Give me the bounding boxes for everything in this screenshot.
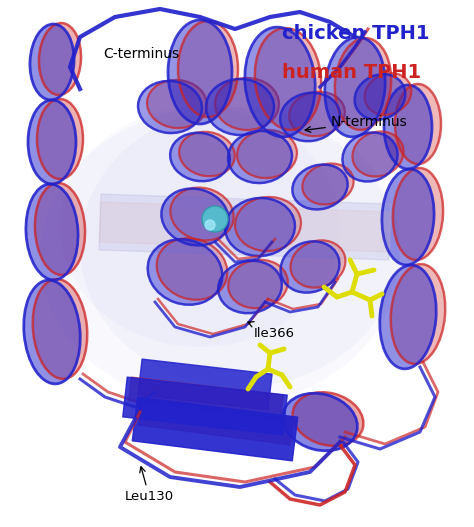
Ellipse shape — [24, 280, 80, 384]
Ellipse shape — [138, 81, 202, 133]
Ellipse shape — [178, 21, 238, 117]
Ellipse shape — [170, 188, 234, 240]
Polygon shape — [100, 202, 391, 252]
Ellipse shape — [281, 241, 339, 292]
Text: Ile366: Ile366 — [248, 322, 294, 340]
Ellipse shape — [148, 239, 222, 305]
Polygon shape — [123, 377, 287, 435]
Ellipse shape — [26, 184, 78, 280]
Ellipse shape — [206, 79, 274, 135]
Ellipse shape — [179, 132, 235, 176]
Ellipse shape — [325, 37, 385, 137]
Ellipse shape — [302, 163, 354, 204]
Ellipse shape — [37, 99, 83, 179]
Polygon shape — [138, 397, 294, 445]
Ellipse shape — [292, 164, 347, 209]
Ellipse shape — [380, 265, 436, 369]
Text: chicken TPH1: chicken TPH1 — [282, 24, 429, 43]
Ellipse shape — [391, 264, 445, 364]
Polygon shape — [138, 359, 272, 410]
Ellipse shape — [355, 74, 405, 120]
Ellipse shape — [170, 133, 230, 181]
Ellipse shape — [30, 24, 74, 100]
Ellipse shape — [292, 392, 364, 446]
Ellipse shape — [40, 107, 400, 407]
Ellipse shape — [382, 169, 434, 265]
Polygon shape — [99, 194, 391, 260]
Ellipse shape — [291, 240, 346, 288]
Circle shape — [205, 220, 215, 230]
Ellipse shape — [384, 85, 432, 169]
Ellipse shape — [237, 130, 297, 178]
Ellipse shape — [235, 197, 301, 251]
Ellipse shape — [353, 132, 403, 177]
Ellipse shape — [228, 260, 288, 308]
Ellipse shape — [365, 73, 411, 115]
Ellipse shape — [335, 38, 391, 130]
Ellipse shape — [342, 132, 398, 181]
Ellipse shape — [39, 23, 81, 95]
Ellipse shape — [218, 261, 282, 313]
Ellipse shape — [33, 279, 87, 379]
Ellipse shape — [255, 28, 321, 130]
Ellipse shape — [156, 238, 228, 300]
Ellipse shape — [168, 20, 232, 124]
Ellipse shape — [228, 131, 292, 183]
Ellipse shape — [280, 93, 340, 141]
Text: Leu130: Leu130 — [125, 467, 174, 503]
Ellipse shape — [80, 107, 400, 387]
Text: human TPH1: human TPH1 — [282, 63, 421, 82]
Ellipse shape — [245, 27, 315, 137]
Text: C-terminus: C-terminus — [103, 47, 179, 62]
Circle shape — [202, 206, 228, 232]
Ellipse shape — [161, 189, 228, 246]
Ellipse shape — [215, 78, 279, 130]
Ellipse shape — [35, 183, 85, 275]
Ellipse shape — [147, 80, 207, 128]
Ellipse shape — [28, 100, 76, 184]
Ellipse shape — [289, 92, 345, 136]
Polygon shape — [132, 397, 298, 461]
Ellipse shape — [393, 168, 443, 260]
Ellipse shape — [283, 393, 357, 451]
Polygon shape — [128, 377, 283, 419]
Ellipse shape — [395, 84, 441, 164]
Ellipse shape — [60, 107, 340, 347]
Text: N-terminus: N-terminus — [305, 115, 408, 132]
Ellipse shape — [225, 198, 295, 256]
